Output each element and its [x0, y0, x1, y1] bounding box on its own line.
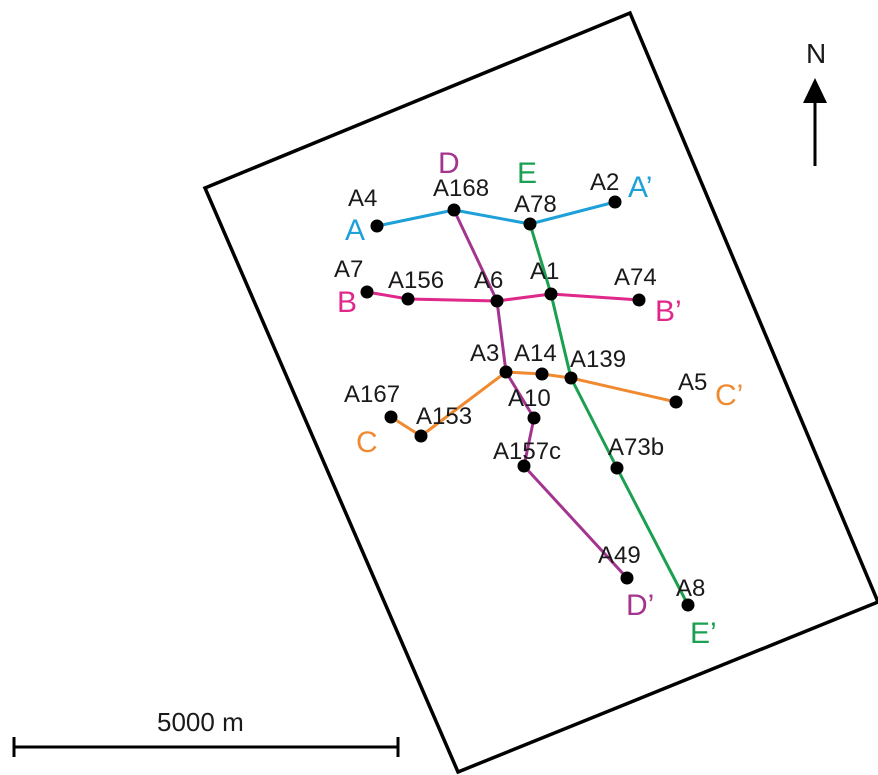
- well-point-a73b: [610, 461, 624, 475]
- well-point-a74: [632, 293, 646, 307]
- well-point-a3: [499, 365, 513, 379]
- section-end-labels: A A’ B B’ C C’ D D’ E E’: [337, 147, 743, 650]
- section-b-start-label: B: [337, 286, 357, 319]
- north-arrow-head-icon: [803, 78, 827, 103]
- section-a-end-label: A’: [628, 171, 652, 204]
- well-label-a1: A1: [530, 258, 559, 285]
- north-label: N: [806, 38, 826, 69]
- well-point-a6: [490, 294, 504, 308]
- well-point-a49: [620, 571, 634, 585]
- well-point-a167: [384, 410, 398, 424]
- well-label-a156: A156: [388, 267, 444, 294]
- section-b-end-label: B’: [655, 295, 682, 328]
- well-point-a14: [535, 367, 549, 381]
- well-point-a7: [360, 285, 374, 299]
- well-label-a157c: A157c: [493, 438, 561, 465]
- well-label-a2: A2: [590, 169, 619, 196]
- well-label-a6: A6: [474, 267, 503, 294]
- scale-label: 5000 m: [157, 707, 244, 737]
- well-label-a139: A139: [570, 346, 626, 373]
- well-point-a2: [608, 195, 622, 209]
- section-c-start-label: C: [356, 426, 378, 459]
- well-label-a5: A5: [678, 369, 707, 396]
- section-e-end-label: E’: [690, 617, 717, 650]
- well-label-a73b: A73b: [608, 434, 664, 461]
- well-point-a139: [564, 371, 578, 385]
- well-label-a10: A10: [508, 385, 551, 412]
- section-c-end-label: C’: [715, 379, 743, 412]
- study-area-frame: [202, 10, 878, 775]
- well-label-a167: A167: [344, 381, 400, 408]
- well-label-a153: A153: [416, 403, 472, 430]
- well-point-a1: [544, 287, 558, 301]
- well-point-a4: [370, 219, 384, 233]
- section-d-end-label: D’: [626, 589, 654, 622]
- well-point-a156: [401, 292, 415, 306]
- well-point-a8: [681, 598, 695, 612]
- well-label-a14: A14: [514, 340, 557, 367]
- well-label-a49: A49: [598, 542, 641, 569]
- section-a-start-label: A: [345, 214, 365, 247]
- well-label-a168: A168: [433, 175, 489, 202]
- well-label-a78: A78: [514, 191, 557, 218]
- well-label-a7: A7: [334, 256, 363, 283]
- north-arrow: N: [803, 38, 827, 166]
- well-label-a74: A74: [614, 264, 657, 291]
- well-point-a168: [447, 203, 461, 217]
- section-e-start-label: E: [517, 157, 537, 190]
- well-labels: A4 A168 A78 A2 A7 A156 A6 A1 A74 A3 A14 …: [334, 169, 707, 602]
- well-points: [360, 195, 695, 612]
- well-label-a3: A3: [470, 340, 499, 367]
- section-line-a: [376, 200, 616, 228]
- section-d-start-label: D: [438, 147, 460, 180]
- well-point-a5: [669, 395, 683, 409]
- well-label-a4: A4: [348, 185, 377, 212]
- scale-bar: 5000 m: [12, 707, 400, 757]
- well-point-a157c: [517, 459, 531, 473]
- section-line-d: [452, 209, 629, 580]
- well-point-a10: [527, 411, 541, 425]
- well-point-a153: [414, 429, 428, 443]
- well-point-a78: [523, 217, 537, 231]
- well-label-a8: A8: [676, 575, 705, 602]
